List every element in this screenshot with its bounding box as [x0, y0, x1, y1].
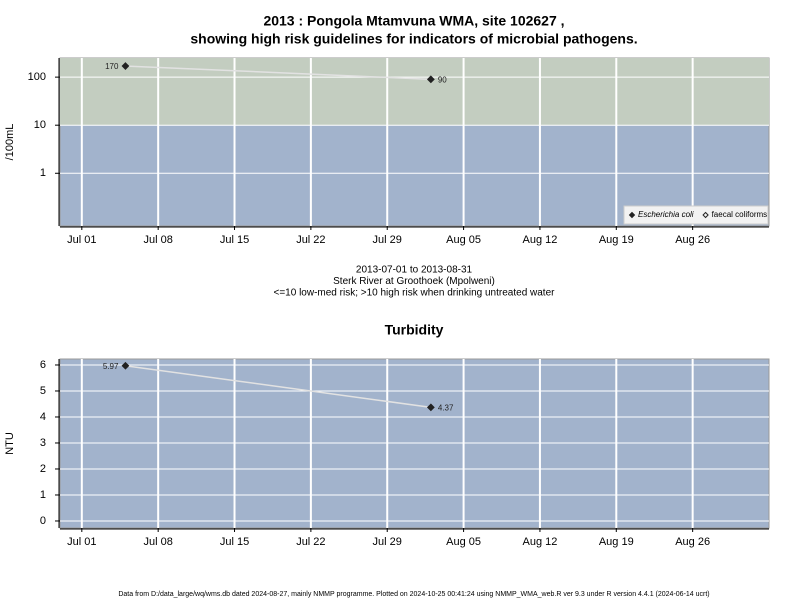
- data-line: [125, 65, 431, 81]
- x-tick-label: Jul 08: [143, 536, 172, 548]
- legend-marker: [628, 211, 636, 219]
- y-tick-label: 2: [40, 463, 46, 475]
- x-tick-label: Aug 12: [523, 536, 558, 548]
- y-tick-label: 5: [40, 385, 46, 397]
- legend-marker: [702, 211, 709, 219]
- x-tick-label: Aug 26: [675, 234, 710, 246]
- high-risk-band: [60, 58, 769, 126]
- x-tick-label: Jul 08: [143, 234, 172, 246]
- y-tick-label: 4: [40, 411, 46, 423]
- value-label: 5.97: [103, 362, 119, 371]
- note: <=10 low-med risk; >10 high risk when dr…: [274, 288, 556, 299]
- x-tick-label: Aug 05: [446, 234, 481, 246]
- x-tick-label: Aug 19: [599, 536, 634, 548]
- plot-background: [59, 358, 770, 529]
- x-tick-label: Jul 15: [220, 536, 249, 548]
- value-label: 170: [105, 62, 119, 71]
- y-tick-label: 3: [40, 437, 46, 449]
- y-axis-label: NTU: [4, 432, 16, 455]
- data-point: [426, 75, 435, 84]
- x-tick-label: Jul 01: [67, 234, 96, 246]
- x-tick-label: Aug 19: [599, 234, 634, 246]
- data-point: [121, 62, 130, 70]
- x-tick-label: Aug 05: [446, 536, 481, 548]
- y-tick-label: 1: [40, 489, 46, 501]
- y-tick-label: 6: [40, 359, 46, 371]
- chart-title: 2013 : Pongola Mtamvuna WMA, site 102627…: [263, 13, 564, 29]
- value-label: 90: [438, 75, 447, 84]
- note: Sterk River at Groothoek (Mpolweni): [333, 276, 495, 287]
- data-point: [121, 361, 130, 370]
- note: 2013-07-01 to 2013-08-31: [356, 265, 473, 276]
- value-label: 4.37: [438, 403, 454, 412]
- x-tick-label: Jul 22: [296, 536, 325, 548]
- x-tick-label: Aug 12: [523, 234, 558, 246]
- x-tick-label: Aug 26: [675, 536, 710, 548]
- legend-label: Escherichia coli: [638, 210, 694, 219]
- y-tick-label: 1: [40, 167, 46, 179]
- chart-title: Turbidity: [385, 322, 444, 338]
- y-axis-label: /100mL: [4, 124, 16, 161]
- x-tick-label: Jul 15: [220, 234, 249, 246]
- data-line: [125, 365, 431, 409]
- chart-title: showing high risk guidelines for indicat…: [190, 31, 637, 47]
- x-tick-label: Jul 01: [67, 536, 96, 548]
- data-point: [426, 403, 435, 412]
- y-tick-label: 100: [28, 71, 46, 83]
- legend-box: [623, 205, 769, 225]
- y-tick-label: 10: [34, 119, 46, 131]
- x-tick-label: Jul 29: [373, 536, 402, 548]
- legend-label: faecal coliforms: [712, 210, 768, 219]
- footer: Data from D:/data_large/wq/wms.db dated …: [118, 591, 709, 598]
- x-tick-label: Jul 22: [296, 234, 325, 246]
- y-tick-label: 0: [40, 515, 46, 527]
- x-tick-label: Jul 29: [373, 234, 402, 246]
